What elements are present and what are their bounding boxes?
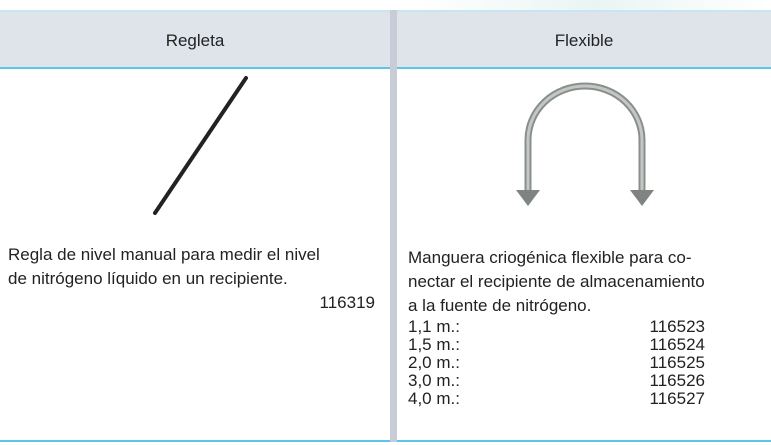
- description-line: Regla de nivel manual para medir el nive…: [8, 245, 320, 264]
- variant-length: 2,0 m.:: [408, 353, 460, 372]
- variant-code: 116524: [649, 335, 705, 354]
- header-rule: [0, 67, 771, 69]
- regleta-description: Regla de nivel manual para medir el nive…: [8, 243, 320, 291]
- column-divider: [390, 10, 397, 442]
- variant-code: 116527: [649, 389, 705, 408]
- description-line: a la fuente de nitrógeno.: [408, 296, 592, 315]
- description-line: nectar el recipiente de almacenamiento: [408, 272, 705, 291]
- variant-length: 3,0 m.:: [408, 371, 460, 390]
- product-images: [153, 76, 654, 215]
- variant-length: 1,5 m.:: [408, 335, 460, 354]
- description-line: Manguera criogénica flexible para co-: [408, 248, 692, 267]
- variant-code: 116526: [649, 371, 705, 390]
- flexible-image: [516, 82, 654, 206]
- variant-length: 4,0 m.:: [408, 389, 460, 408]
- regleta-code: 116319: [319, 293, 375, 312]
- column-header: Flexible: [397, 10, 771, 69]
- variant-code: 116525: [649, 353, 705, 372]
- bottom-rule: [0, 440, 771, 442]
- flexible-description: Manguera criogénica flexible para co-nec…: [408, 246, 705, 318]
- column-header: Regleta: [0, 10, 390, 69]
- variant-code: 116523: [649, 317, 705, 336]
- variant-length: 1,1 m.:: [408, 317, 460, 336]
- description-line: de nitrógeno líquido en un recipiente.: [8, 269, 288, 288]
- regleta-image: [153, 76, 248, 215]
